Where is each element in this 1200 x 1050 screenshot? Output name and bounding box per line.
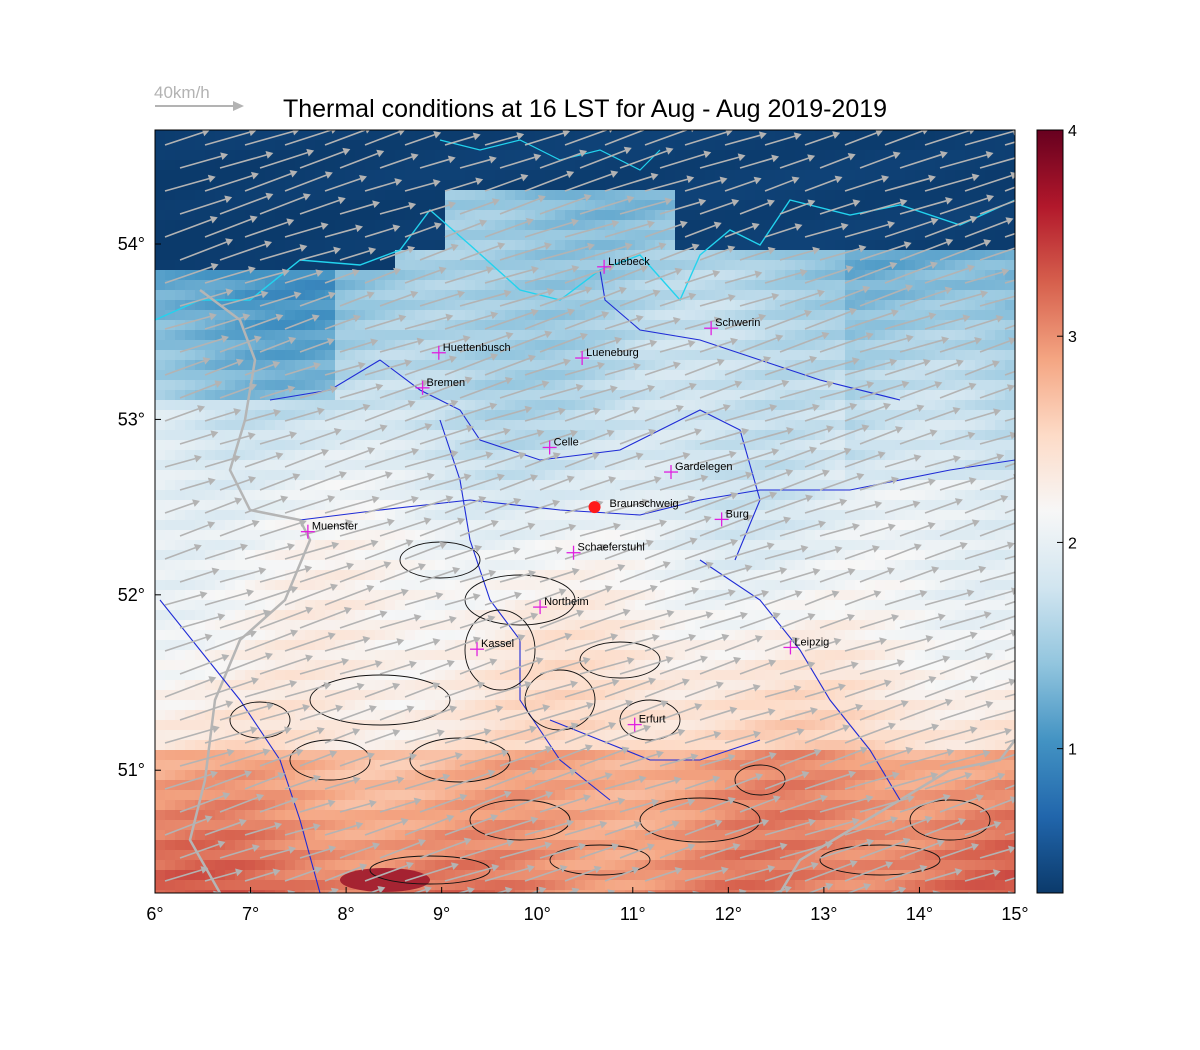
station-label: Braunschweig xyxy=(610,498,679,510)
y-tick-label: 51° xyxy=(118,760,145,780)
city-northeim: Northeim xyxy=(533,596,589,615)
city-label: Leipzig xyxy=(794,636,829,648)
city-label: Gardelegen xyxy=(675,461,733,473)
city-label: Northeim xyxy=(544,596,589,608)
x-tick-label: 6° xyxy=(146,904,163,924)
city-label: Celle xyxy=(554,436,579,448)
city-leipzig: Leipzig xyxy=(783,636,829,655)
station-marker: Braunschweig xyxy=(588,498,679,514)
y-axis: 51° 52° 53° 54° xyxy=(118,234,161,780)
y-tick-label: 53° xyxy=(118,409,145,429)
colorbar-tick-label: 4 xyxy=(1068,123,1077,140)
city-schwerin: Schwerin xyxy=(704,317,760,336)
city-label: Muenster xyxy=(312,521,358,533)
thermal-heatmap xyxy=(155,130,1015,893)
city-label: Burg xyxy=(726,508,749,520)
city-label: Huettenbusch xyxy=(443,342,511,354)
x-tick-label: 13° xyxy=(810,904,837,924)
map-title: Thermal conditions at 16 LST for Aug - A… xyxy=(283,95,887,123)
city-label: Luebeck xyxy=(608,256,650,268)
x-tick-label: 12° xyxy=(715,904,742,924)
city-markers: Luebeck Schwerin Huettenbusch Lueneburg Brem… xyxy=(300,256,829,732)
colorbar-tick-label: 2 xyxy=(1068,535,1077,552)
city-label: Kassel xyxy=(481,638,514,650)
city-label: Lueneburg xyxy=(586,347,639,359)
x-tick-label: 11° xyxy=(620,904,646,924)
city-burg: Burg xyxy=(714,508,749,527)
colorbar: 1 2 3 4 xyxy=(1036,123,1077,894)
city-huettenbusch: Huettenbusch xyxy=(431,342,511,360)
city-label: Schaeferstuhl xyxy=(578,542,645,554)
city-kassel: Kassel xyxy=(470,638,514,657)
city-lueneburg: Lueneburg xyxy=(575,347,639,366)
wind-arrows xyxy=(164,130,1015,893)
city-luebeck: Luebeck xyxy=(597,256,650,274)
map-frame xyxy=(154,129,1016,894)
colorbar-gradient xyxy=(1036,129,1064,894)
x-tick-label: 14° xyxy=(906,904,933,924)
colorbar-ticks: 1 2 3 4 xyxy=(1057,123,1077,759)
city-gardelegen: Gardelegen xyxy=(664,461,733,480)
city-schaeferstuhl: Schaeferstuhl xyxy=(566,542,645,560)
x-tick-label: 15° xyxy=(1001,904,1028,924)
map-area: Luebeck Schwerin Huettenbusch Lueneburg Brem… xyxy=(155,130,1015,893)
x-tick-label: 10° xyxy=(524,904,551,924)
station-dot xyxy=(588,501,601,514)
city-muenster: Muenster xyxy=(300,521,358,539)
x-tick-label: 7° xyxy=(242,904,259,924)
y-tick-label: 54° xyxy=(118,234,145,254)
city-bremen: Bremen xyxy=(415,377,466,395)
city-erfurt: Erfurt xyxy=(627,714,666,732)
colorbar-tick-label: 1 xyxy=(1068,742,1077,759)
city-label: Schwerin xyxy=(715,317,760,329)
x-tick-label: 8° xyxy=(338,904,355,924)
city-label: Bremen xyxy=(427,377,466,389)
y-tick-label: 52° xyxy=(118,585,145,605)
city-label: Erfurt xyxy=(639,714,666,726)
x-tick-label: 9° xyxy=(433,904,450,924)
colorbar-tick-label: 3 xyxy=(1068,329,1077,346)
wind-reference: 40km/h xyxy=(154,83,244,111)
wind-reference-arrowhead xyxy=(233,101,244,111)
wind-reference-label: 40km/h xyxy=(154,83,210,102)
x-axis: 6° 7° 8° 9° 10° 11° 12° 13° 14° 15° xyxy=(146,887,1029,924)
city-celle: Celle xyxy=(542,436,579,455)
